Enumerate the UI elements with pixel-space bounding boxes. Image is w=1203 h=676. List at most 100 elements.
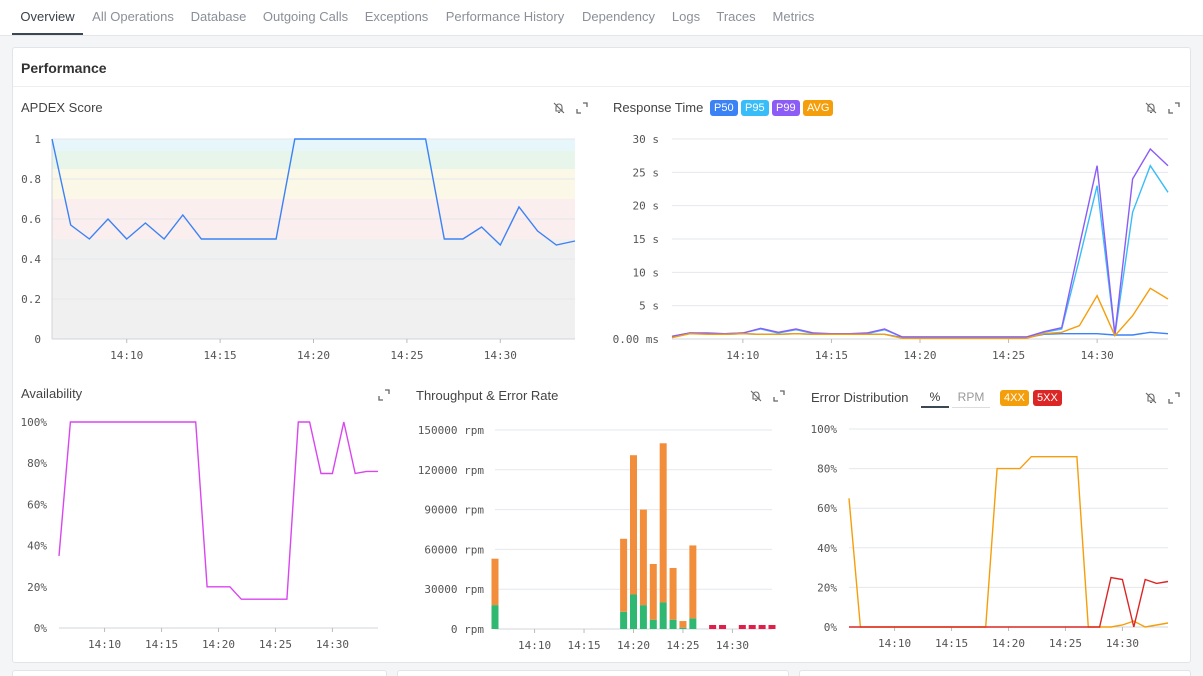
y-tick-label: 0.00 ms xyxy=(613,333,659,346)
x-tick-label: 14:25 xyxy=(390,349,423,362)
y-tick-label: 0.2 xyxy=(21,293,41,306)
bell-off-icon[interactable] xyxy=(749,389,763,403)
x-tick-label: 14:30 xyxy=(1081,349,1114,362)
bar xyxy=(491,558,499,606)
bar xyxy=(669,567,677,620)
series-line xyxy=(849,576,1169,628)
bar xyxy=(620,611,628,629)
tab-database[interactable]: Database xyxy=(190,9,247,24)
bottom-card xyxy=(397,670,789,676)
apdex-band xyxy=(52,151,575,169)
y-tick-label: 0 xyxy=(34,333,41,346)
tab-overview[interactable]: Overview xyxy=(12,0,83,35)
badge-avg[interactable]: AVG xyxy=(803,100,834,116)
bar xyxy=(649,563,657,620)
y-tick-label: 20% xyxy=(817,581,837,594)
apdex-band xyxy=(52,139,575,151)
y-tick-label: 100% xyxy=(811,423,838,436)
badge-p95[interactable]: P95 xyxy=(741,100,769,116)
y-tick-label: 0.6 xyxy=(21,213,41,226)
x-tick-label: 14:15 xyxy=(567,639,600,652)
tab-all-operations[interactable]: All Operations xyxy=(92,9,174,24)
x-tick-label: 14:25 xyxy=(259,638,292,651)
y-tick-label: 90000 rpm xyxy=(424,504,484,517)
expand-icon[interactable] xyxy=(772,389,786,403)
x-tick-label: 14:10 xyxy=(726,349,759,362)
tab-performance-history[interactable]: Performance History xyxy=(445,9,565,24)
bar xyxy=(659,443,667,603)
expand-icon[interactable] xyxy=(1167,391,1181,405)
tab-metrics[interactable]: Metrics xyxy=(772,9,815,24)
bar xyxy=(689,545,697,619)
y-tick-label: 40% xyxy=(27,540,47,553)
badge-5xx[interactable]: 5XX xyxy=(1033,390,1062,406)
bell-off-icon[interactable] xyxy=(1144,391,1158,405)
tab-dependency[interactable]: Dependency xyxy=(582,9,655,24)
apdex-band xyxy=(52,239,575,339)
badge-p99[interactable]: P99 xyxy=(772,100,800,116)
tab-logs[interactable]: Logs xyxy=(671,9,701,24)
bottom-card xyxy=(12,670,387,676)
bar xyxy=(649,619,657,629)
y-tick-label: 25 s xyxy=(633,166,660,179)
bar xyxy=(639,509,647,606)
y-tick-label: 150000 rpm xyxy=(418,424,485,437)
y-tick-label: 15 s xyxy=(633,233,660,246)
bar xyxy=(748,625,756,629)
toggle-percent[interactable]: % xyxy=(921,390,949,408)
series-line xyxy=(671,287,1169,339)
expand-icon[interactable] xyxy=(1167,101,1181,115)
x-tick-label: 14:10 xyxy=(110,349,143,362)
y-tick-label: 40% xyxy=(817,542,837,555)
y-tick-label: 0% xyxy=(824,621,838,634)
apdex-band xyxy=(52,169,575,199)
x-tick-label: 14:30 xyxy=(484,349,517,362)
panel-title: Performance xyxy=(21,60,107,76)
x-tick-label: 14:15 xyxy=(815,349,848,362)
tab-outgoing-calls[interactable]: Outgoing Calls xyxy=(262,9,349,24)
series-line xyxy=(58,421,378,600)
bar xyxy=(719,625,727,629)
x-tick-label: 14:10 xyxy=(518,639,551,652)
bell-off-icon[interactable] xyxy=(1144,101,1158,115)
y-tick-label: 10 s xyxy=(633,266,660,279)
badge-p50[interactable]: P50 xyxy=(710,100,738,116)
x-tick-label: 14:20 xyxy=(992,637,1025,650)
y-tick-label: 5 s xyxy=(639,300,659,313)
badge-4xx[interactable]: 4XX xyxy=(1000,390,1029,406)
bar xyxy=(738,625,746,629)
bell-off-icon[interactable] xyxy=(552,101,566,115)
series-line xyxy=(848,456,1169,628)
availability-title: Availability xyxy=(21,386,83,401)
x-tick-label: 14:25 xyxy=(666,639,699,652)
x-tick-label: 14:10 xyxy=(878,637,911,650)
y-tick-label: 100% xyxy=(21,416,48,429)
x-tick-label: 14:25 xyxy=(1049,637,1082,650)
bottom-card xyxy=(799,670,1191,676)
bar xyxy=(630,594,637,629)
x-tick-label: 14:20 xyxy=(297,349,330,362)
x-tick-label: 14:25 xyxy=(992,349,1025,362)
error-distribution-title: Error Distribution xyxy=(811,390,909,405)
y-tick-label: 60% xyxy=(817,502,837,515)
y-tick-label: 0% xyxy=(34,622,48,635)
expand-icon[interactable] xyxy=(377,388,391,402)
bar xyxy=(639,605,647,629)
tab-exceptions[interactable]: Exceptions xyxy=(364,9,429,24)
y-tick-label: 60% xyxy=(27,498,47,511)
x-tick-label: 14:20 xyxy=(903,349,936,362)
response-time-title: Response Time xyxy=(613,100,704,115)
y-tick-label: 1 xyxy=(34,133,41,146)
bar xyxy=(768,625,776,629)
bar xyxy=(620,538,628,612)
y-tick-label: 0.8 xyxy=(21,173,41,186)
panel-divider xyxy=(13,86,1190,87)
series-line xyxy=(51,138,576,247)
y-tick-label: 60000 rpm xyxy=(424,543,484,556)
toggle-rpm[interactable]: RPM xyxy=(952,390,990,408)
bar xyxy=(679,627,687,629)
tab-traces[interactable]: Traces xyxy=(716,9,756,24)
apdex-title: APDEX Score xyxy=(21,100,103,115)
expand-icon[interactable] xyxy=(575,101,589,115)
